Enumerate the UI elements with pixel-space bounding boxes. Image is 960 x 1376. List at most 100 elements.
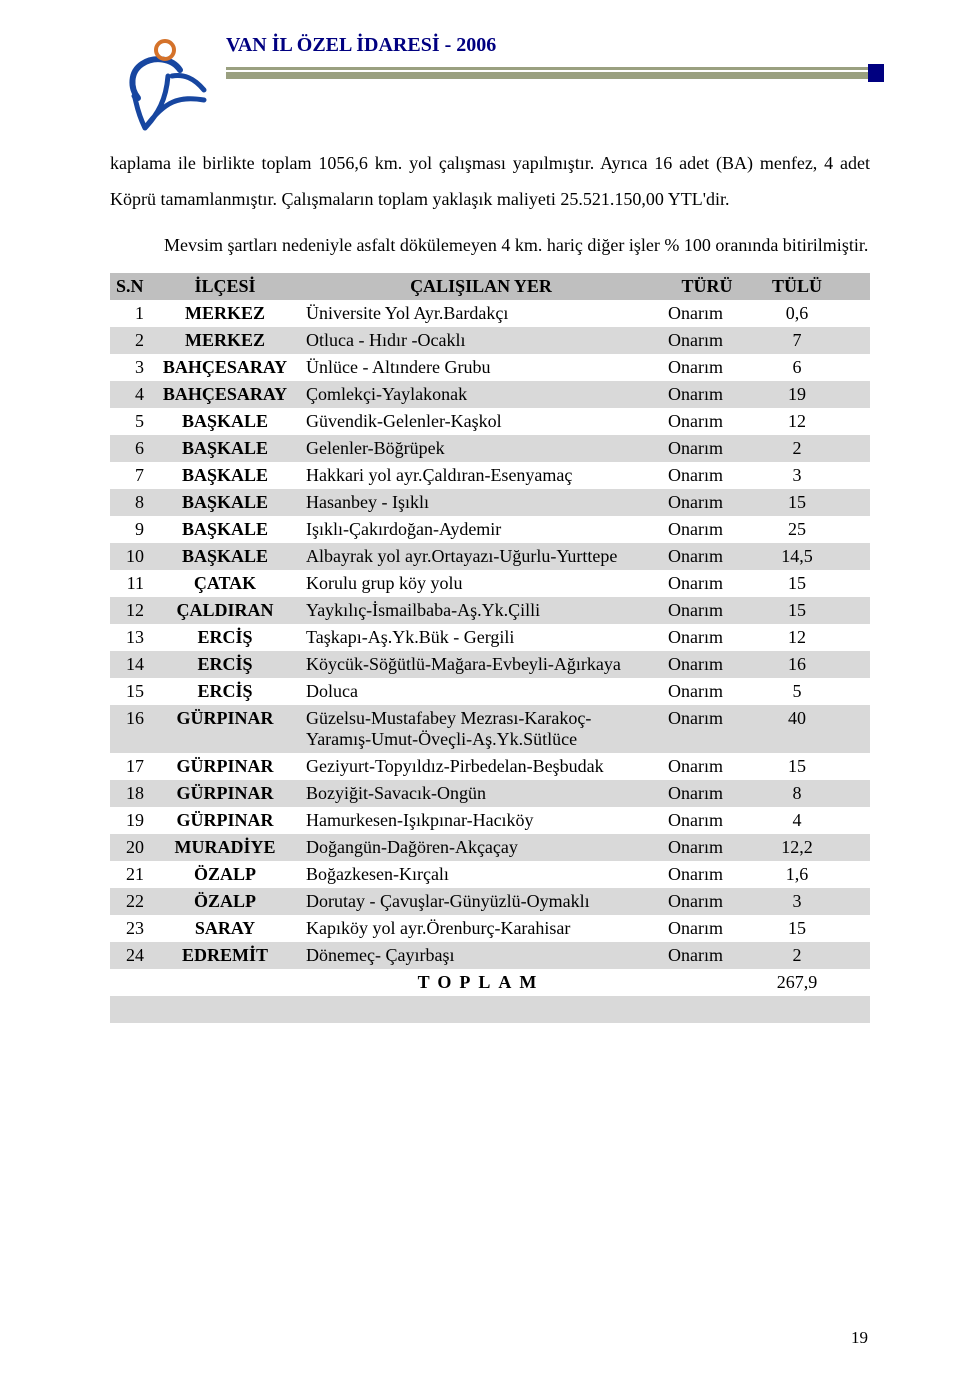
table-cell: 3	[110, 354, 150, 381]
table-cell: ERCİŞ	[150, 624, 300, 651]
col-header-ilce: İLÇESİ	[150, 273, 300, 300]
table-cell: Onarım	[662, 834, 752, 861]
table-cell: Köycük-Söğütlü-Mağara-Evbeyli-Ağırkaya	[300, 651, 662, 678]
table-cell	[842, 753, 870, 780]
table-cell: Onarım	[662, 678, 752, 705]
table-cell: 8	[752, 780, 842, 807]
col-header-extra	[842, 273, 870, 300]
table-row: 3BAHÇESARAYÜnlüce - Altındere GrubuOnarı…	[110, 354, 870, 381]
table-cell	[842, 942, 870, 969]
table-cell: Doluca	[300, 678, 662, 705]
table-row: 9BAŞKALEIşıklı-Çakırdoğan-AydemirOnarım2…	[110, 516, 870, 543]
table-row: 4BAHÇESARAYÇomlekçi-YaylakonakOnarım19	[110, 381, 870, 408]
page-number: 19	[851, 1328, 868, 1348]
table-cell: BAŞKALE	[150, 435, 300, 462]
table-cell: 7	[110, 462, 150, 489]
table-cell	[662, 996, 752, 1023]
table-cell	[662, 969, 752, 996]
table-cell	[842, 780, 870, 807]
table-cell: GÜRPINAR	[150, 780, 300, 807]
table-cell	[842, 516, 870, 543]
page-header: VAN İL ÖZEL İDARESİ - 2006	[110, 30, 870, 135]
table-cell: Onarım	[662, 543, 752, 570]
table-total-row: TOPLAM267,9	[110, 969, 870, 996]
table-row: 13ERCİŞTaşkapı-Aş.Yk.Bük - GergiliOnarım…	[110, 624, 870, 651]
table-row: 22ÖZALPDorutay - Çavuşlar-Günyüzlü-Oymak…	[110, 888, 870, 915]
page: VAN İL ÖZEL İDARESİ - 2006 kaplama ile b…	[0, 0, 960, 1376]
table-cell: GÜRPINAR	[150, 807, 300, 834]
table-cell	[752, 996, 842, 1023]
table-cell	[842, 327, 870, 354]
table-cell: Onarım	[662, 408, 752, 435]
table-cell	[110, 1023, 150, 1050]
table-row: 11ÇATAKKorulu grup köy yoluOnarım15	[110, 570, 870, 597]
table-cell: BAHÇESARAY	[150, 381, 300, 408]
table-cell: 5	[752, 678, 842, 705]
table-cell: Onarım	[662, 861, 752, 888]
table-cell: Onarım	[662, 651, 752, 678]
table-cell: Dönemeç- Çayırbaşı	[300, 942, 662, 969]
table-cell	[842, 300, 870, 327]
table-row-empty	[110, 996, 870, 1023]
table-cell: 14	[110, 651, 150, 678]
table-cell: 7	[752, 327, 842, 354]
table-cell: BAHÇESARAY	[150, 354, 300, 381]
table-cell: Onarım	[662, 462, 752, 489]
table-cell: 4	[752, 807, 842, 834]
table-cell: 6	[110, 435, 150, 462]
table-cell: 10	[110, 543, 150, 570]
logo	[110, 30, 220, 135]
body-paragraph-2: Mevsim şartları nedeniyle asfalt dökülem…	[110, 227, 870, 263]
table-cell: 17	[110, 753, 150, 780]
table-cell: Onarım	[662, 435, 752, 462]
table-cell: ÇATAK	[150, 570, 300, 597]
table-cell: MERKEZ	[150, 300, 300, 327]
table-cell	[842, 705, 870, 753]
table-cell: Çomlekçi-Yaylakonak	[300, 381, 662, 408]
table-cell: 2	[752, 435, 842, 462]
table-cell: Onarım	[662, 516, 752, 543]
table-cell	[842, 381, 870, 408]
table-cell	[110, 996, 150, 1023]
table-cell: Onarım	[662, 753, 752, 780]
table-cell: BAŞKALE	[150, 543, 300, 570]
table-cell: 3	[752, 462, 842, 489]
table-cell: 19	[752, 381, 842, 408]
table-cell: 16	[110, 705, 150, 753]
table-cell: 12	[752, 408, 842, 435]
table-cell: 2	[752, 942, 842, 969]
table-cell: 2	[110, 327, 150, 354]
col-header-sn: S.N	[110, 273, 150, 300]
table-cell: 15	[752, 753, 842, 780]
table-row: 18GÜRPINARBozyiğit-Savacık-OngünOnarım8	[110, 780, 870, 807]
table-row: 6BAŞKALEGelenler-BöğrüpekOnarım2	[110, 435, 870, 462]
table-cell: Onarım	[662, 489, 752, 516]
table-row: 24EDREMİTDönemeç- ÇayırbaşıOnarım2	[110, 942, 870, 969]
table-cell	[150, 969, 300, 996]
table-row: 10BAŞKALEAlbayrak yol ayr.Ortayazı-Uğurl…	[110, 543, 870, 570]
table-cell: BAŞKALE	[150, 489, 300, 516]
table-cell: BAŞKALE	[150, 462, 300, 489]
table-cell: 11	[110, 570, 150, 597]
table-cell: EDREMİT	[150, 942, 300, 969]
table-cell	[150, 996, 300, 1023]
table-row: 17GÜRPINARGeziyurt-Topyıldız-Pirbedelan-…	[110, 753, 870, 780]
table-cell: 5	[110, 408, 150, 435]
total-label: TOPLAM	[300, 969, 662, 996]
body-paragraph-2-text: Mevsim şartları nedeniyle asfalt dökülem…	[164, 235, 868, 255]
table-cell: Hamurkesen-Işıkpınar-Hacıköy	[300, 807, 662, 834]
table-cell: Dorutay - Çavuşlar-Günyüzlü-Oymaklı	[300, 888, 662, 915]
table-cell: Onarım	[662, 780, 752, 807]
table-cell: 15	[752, 570, 842, 597]
table-row: 12ÇALDIRANYaykılıç-İsmailbaba-Aş.Yk.Çill…	[110, 597, 870, 624]
table-cell: 19	[110, 807, 150, 834]
table-cell: Güzelsu-Mustafabey Mezrası-Karakoç-Yaram…	[300, 705, 662, 753]
table-cell: Onarım	[662, 354, 752, 381]
table-cell	[842, 915, 870, 942]
table-row: 7BAŞKALEHakkari yol ayr.Çaldıran-Esenyam…	[110, 462, 870, 489]
table-cell: Onarım	[662, 624, 752, 651]
table-cell: 8	[110, 489, 150, 516]
table-cell: Ünlüce - Altındere Grubu	[300, 354, 662, 381]
table-cell: 25	[752, 516, 842, 543]
table-cell	[842, 624, 870, 651]
